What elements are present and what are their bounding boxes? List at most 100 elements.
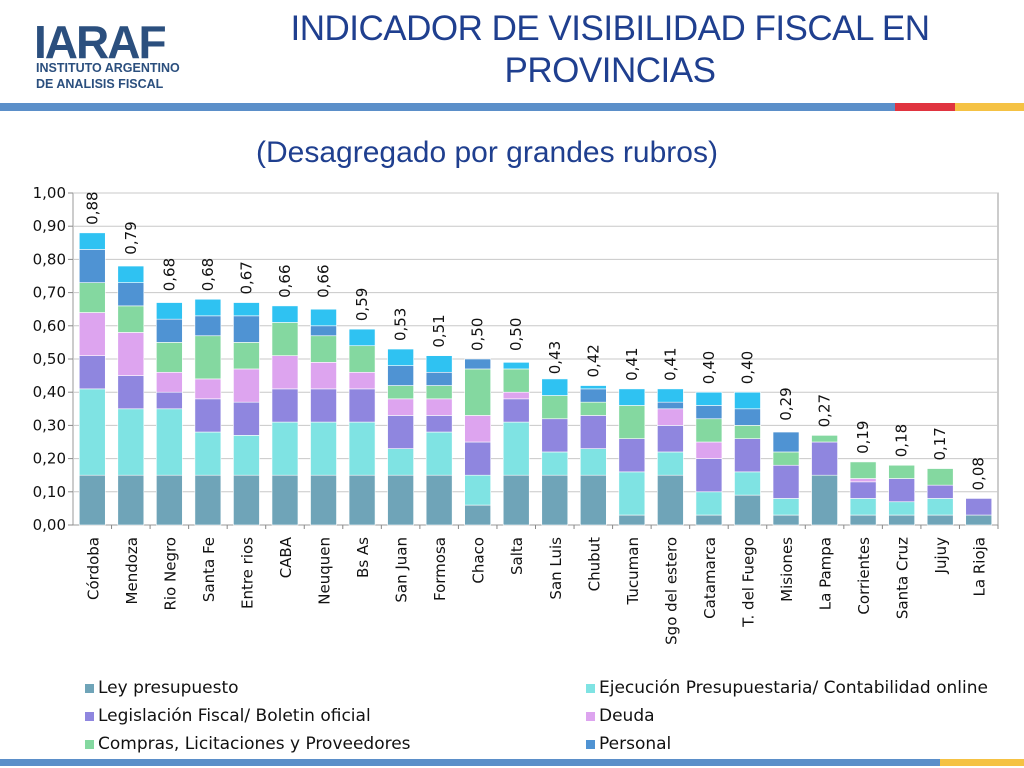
logo-line-2: DE ANALISIS FISCAL: [36, 77, 164, 91]
bar-segment: [811, 474, 838, 526]
y-tick-label: 0,70: [33, 284, 66, 302]
bar-segment: [695, 405, 723, 420]
x-tick-label: CABA: [277, 536, 295, 578]
footer-stripe-yellow: [940, 759, 1024, 766]
iaraf-logo: IARAF INSTITUTO ARGENTINO DE ANALISIS FI…: [30, 16, 210, 96]
legend-item: Ejecución Presupuestaria/ Contabilidad o…: [586, 678, 988, 698]
bar-segment: [811, 441, 838, 476]
bar-segment: [541, 474, 569, 526]
bar-total-label: 0,43: [546, 341, 564, 374]
bar-segment: [310, 421, 337, 476]
bar-segment: [387, 398, 414, 416]
bar-total-label: 0,53: [392, 308, 410, 341]
bar-segment: [734, 408, 761, 426]
bar-segment: [657, 474, 684, 526]
bar-total-label: 0,68: [199, 258, 217, 291]
bar-segment: [502, 398, 530, 423]
x-tick-label: Bs As: [354, 537, 372, 578]
legend-swatch: [586, 739, 595, 749]
bar-segment: [310, 325, 337, 337]
bar-segment: [117, 375, 145, 410]
x-tick-label: La Pampa: [817, 537, 835, 610]
y-tick-label: 0,90: [33, 217, 66, 235]
bar-segment: [926, 514, 954, 526]
bar-segment: [156, 391, 183, 410]
header-stripe: [0, 103, 1024, 111]
bar-segment: [425, 371, 453, 386]
x-tick-label: San Juan: [393, 537, 411, 603]
bar-total-label: 0,50: [469, 318, 487, 351]
bar-segment: [194, 335, 222, 380]
bar-segment: [926, 484, 954, 499]
bar-total-label: 0,41: [623, 347, 641, 380]
bar-segment: [425, 415, 453, 433]
logo-line-1: INSTITUTO ARGENTINO: [36, 61, 180, 75]
x-tick-label: La Rioja: [971, 537, 989, 596]
bar-segment: [156, 474, 183, 526]
bar-segment: [78, 312, 106, 356]
chart-subtitle: (Desagregado por grandes rubros): [256, 136, 718, 169]
x-tick-label: Misiones: [778, 537, 796, 602]
x-tick-label: Entre rios: [238, 537, 256, 609]
bar-segment: [695, 514, 723, 526]
x-tick-label: Catamarca: [701, 537, 719, 619]
bar-segment: [387, 448, 414, 476]
bar-segment: [310, 335, 337, 363]
bar-total-label: 0,40: [700, 351, 718, 384]
bar-segment: [117, 305, 145, 333]
bar-segment: [657, 388, 684, 403]
bar-segment: [78, 474, 106, 526]
bar-segment: [194, 398, 222, 433]
bar-segment: [156, 371, 183, 393]
x-tick-label: Santa Fe: [200, 537, 218, 602]
bar-segment: [541, 378, 569, 396]
bar-segment: [734, 425, 761, 439]
legend-item: Ley presupuesto: [85, 678, 239, 698]
bar-segment: [271, 421, 299, 476]
bar-segment: [117, 408, 145, 476]
x-tick-label: Neuquen: [316, 537, 334, 605]
bar-segment: [310, 308, 337, 327]
bar-total-label: 0,50: [507, 318, 525, 351]
bar-segment: [387, 415, 414, 449]
bar-segment: [233, 401, 260, 436]
bar-total-label: 0,66: [276, 264, 294, 297]
x-tick-label: Sgo del estero: [662, 537, 680, 645]
legend-swatch: [586, 683, 595, 693]
bar-segment: [387, 365, 414, 386]
bar-segment: [618, 388, 646, 406]
bar-segment: [464, 368, 491, 416]
x-tick-label: Chubut: [585, 537, 603, 592]
x-tick-label: Tucuman: [624, 537, 642, 605]
bar-segment: [772, 498, 800, 516]
bar-segment: [194, 315, 222, 337]
y-tick-label: 0,30: [33, 416, 66, 434]
bar-segment: [695, 458, 723, 493]
bar-segment: [657, 425, 684, 453]
bar-segment: [734, 471, 761, 496]
y-tick-label: 0,10: [33, 483, 66, 501]
bar-segment: [657, 401, 684, 410]
bar-segment: [580, 415, 607, 449]
bar-segment: [425, 385, 453, 400]
bar-total-label: 0,19: [854, 421, 872, 454]
legend-item: Compras, Licitaciones y Proveedores: [85, 734, 411, 754]
bar-segment: [502, 474, 530, 526]
legend-label: Deuda: [599, 706, 655, 726]
bar-segment: [117, 474, 145, 526]
bar-segment: [464, 474, 491, 506]
stripe-red: [895, 103, 955, 111]
bar-segment: [310, 362, 337, 390]
bar-segment: [348, 421, 376, 476]
bar-segment: [387, 474, 414, 526]
bar-segment: [117, 265, 145, 283]
y-tick-label: 0,40: [33, 383, 66, 401]
legend-item: Deuda: [586, 706, 655, 726]
bar-total-label: 0,42: [584, 344, 602, 377]
logo-letters: IARAF: [34, 16, 165, 64]
bar-total-label: 0,59: [353, 288, 371, 321]
bar-segment: [425, 431, 453, 476]
bar-segment: [772, 451, 800, 466]
x-tick-label: Córdoba: [84, 537, 102, 600]
bar-segment: [695, 441, 723, 459]
